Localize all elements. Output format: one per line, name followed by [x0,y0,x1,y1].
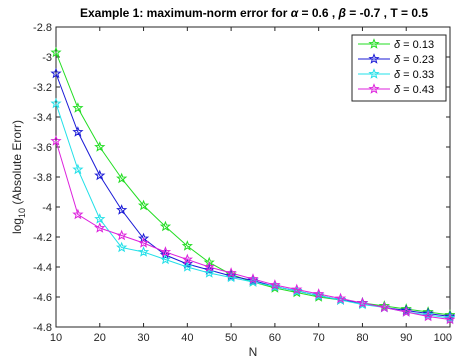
data-point [50,135,62,146]
data-point [72,102,84,113]
data-point [72,208,84,220]
legend-marker [368,38,380,49]
data-point [72,163,84,175]
data-point [334,292,347,304]
legend-entry: δ = 0.33 [358,68,434,81]
data-point [181,261,193,272]
series-4 [50,135,455,325]
y-axis-label: log10 (Absolute Erorr) [10,120,27,234]
x-tick-label: 20 [94,332,106,344]
series-layer [50,46,455,325]
legend-label: δ = 0.33 [394,69,434,81]
data-point [203,264,215,275]
legend-entry: δ = 0.23 [358,53,434,66]
data-point [203,261,215,272]
data-point [444,310,455,322]
legend-marker [368,68,380,79]
legend-label: δ = 0.13 [394,39,434,51]
chart-title: Example 1: maximum-norm error for α = 0.… [80,6,428,20]
data-point [269,279,281,290]
x-tick-label: 90 [400,332,412,344]
legend-label: δ = 0.43 [394,84,434,96]
data-point [50,97,62,109]
x-tick-labels: 10 20 30 40 50 60 70 80 90 100 [50,332,452,344]
data-point [291,283,303,295]
data-point [159,253,172,265]
legend-items: δ = 0.13 δ = 0.23 δ = 0.33 δ = 0.43 [358,38,434,96]
y-tick-labels: -2.8 -3 -3.2 -3.4 -3.6 -3.8 -4 -4.2 -4.4 -4.6 -4.8 [33,22,52,334]
legend-entry: δ = 0.43 [358,83,434,96]
data-point [94,141,106,152]
legend-marker [368,53,380,64]
data-point [159,220,172,232]
data-point [247,273,259,284]
data-point [378,301,390,313]
y-tick-label: -3.8 [33,172,52,184]
x-tick-label: 50 [225,332,237,344]
legend-label: δ = 0.23 [394,54,434,66]
data-point [225,271,237,283]
data-point [116,172,128,184]
y-tick-label: -2.8 [33,22,52,34]
data-point [225,267,237,278]
data-point [181,253,193,265]
data-point [247,276,259,287]
series-line [55,140,451,320]
data-point [116,229,128,241]
data-point [116,241,128,253]
x-tick-label: 100 [434,332,452,344]
y-tick-label: -4.2 [33,232,52,244]
data-point [50,46,62,58]
data-point [137,232,150,244]
data-point [50,67,62,79]
data-point [72,126,84,137]
y-tick-label: -4.8 [33,322,52,334]
data-point [181,258,193,269]
legend-entry: δ = 0.13 [358,38,434,51]
data-point [400,306,412,317]
data-point [181,240,193,251]
x-tick-label: 80 [356,332,368,344]
data-point [422,310,434,322]
data-point [137,246,150,257]
legend-box [351,34,447,102]
x-tick-label: 10 [50,332,62,344]
x-tick-label: 40 [181,332,193,344]
data-point [356,297,369,308]
data-point [159,246,172,257]
y-tick-label: -3.2 [33,82,52,94]
y-tick-label: -3.4 [33,112,52,124]
y-tick-label: -3 [42,52,52,64]
x-tick-label: 30 [137,332,149,344]
x-tick-label: 70 [313,332,325,344]
y-tick-label: -4 [42,202,52,214]
data-point [313,288,325,299]
legend-marker [368,83,380,94]
y-tick-label: -3.6 [33,142,52,154]
data-point [137,237,150,248]
data-point [444,313,455,325]
legend: δ = 0.13 δ = 0.23 δ = 0.33 δ = 0.43 [351,34,447,102]
data-point [444,312,455,323]
x-tick-label: 60 [269,332,281,344]
data-point [94,213,106,224]
data-point [94,169,106,181]
axis-ticks [55,26,451,328]
data-point [137,199,150,211]
y-tick-label: -4.6 [33,292,52,304]
data-point [94,222,106,233]
data-point [116,204,128,215]
data-point [444,309,455,320]
y-tick-label: -4.4 [33,262,52,274]
x-axis-label: N [249,345,258,359]
